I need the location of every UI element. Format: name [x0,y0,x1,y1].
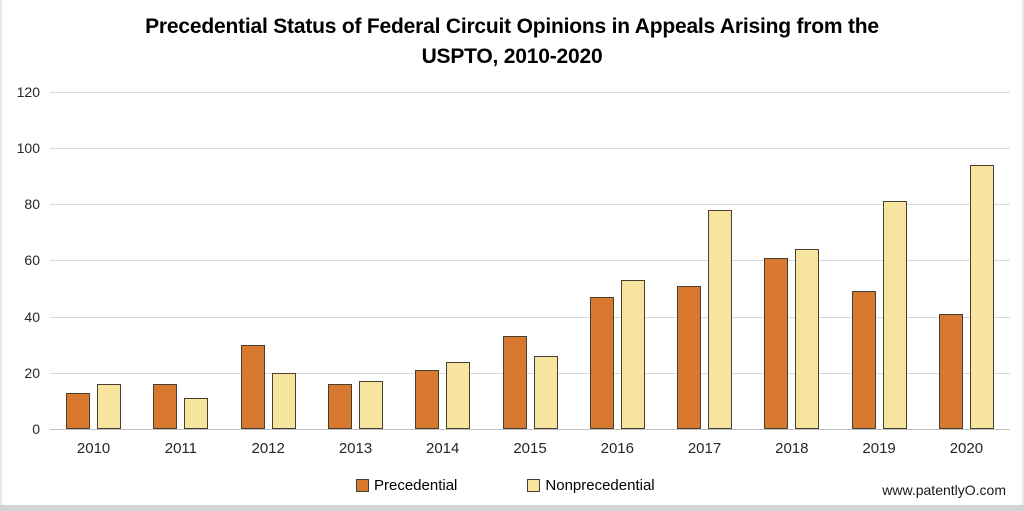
bar-nonprecedential-2014 [446,361,471,429]
bar-precedential-2012 [240,344,265,429]
bar-nonprecedential-2010 [97,384,122,429]
gridline [50,316,1010,318]
bar-nonprecedential-2017 [708,209,732,429]
legend: Precedential Nonprecedential [356,477,655,494]
bar-nonprecedential-2011 [184,398,209,429]
bar-nonprecedential-2019 [882,201,907,429]
x-axis-tick-label: 2011 [164,440,198,457]
legend-label-nonprecedential: Nonprecedential [545,477,655,494]
y-axis-tick-label: 120 [16,83,40,100]
gridline [50,147,1010,149]
chart-title-line1: Precedential Status of Federal Circuit O… [145,15,879,38]
x-axis-tick-label: 2013 [338,440,373,457]
legend-label-precedential: Precedential [374,477,458,494]
bar-nonprecedential-2020 [969,164,994,429]
x-axis-tick-label: 2010 [76,440,111,457]
y-axis-tick-label: 60 [24,252,40,269]
bar-precedential-2015 [502,336,527,429]
x-axis-tick-label: 2016 [600,440,634,457]
x-axis-tick-label: 2012 [251,440,285,457]
chart-title-line2: USPTO, 2010-2020 [421,45,603,68]
x-axis-line [50,429,1010,430]
bar-precedential-2018 [764,257,789,429]
y-axis-tick-label: 80 [24,196,40,213]
watermark: www.patentlyO.com [882,482,1006,498]
bar-precedential-2013 [328,384,352,429]
bar-nonprecedential-2016 [620,280,645,429]
bar-precedential-2020 [938,313,963,429]
gridline [50,260,1010,262]
nonprecedential-swatch-icon [527,479,541,492]
gridline [50,372,1010,374]
bar-precedential-2019 [851,291,876,429]
bar-precedential-2010 [66,392,91,429]
precedential-swatch-icon [356,479,369,492]
gridline [50,204,1010,206]
page-edge-bottom [0,505,1024,511]
x-axis-tick-label: 2018 [775,440,809,457]
page-edge-right [1022,0,1024,511]
y-axis-tick-label: 0 [32,421,40,437]
bar-precedential-2017 [677,285,701,429]
legend-item-precedential: Precedential [356,477,457,494]
y-axis-tick-label: 100 [16,139,40,156]
x-axis-tick-label: 2019 [862,440,896,457]
bar-precedential-2011 [153,384,178,429]
legend-item-nonprecedential: Nonprecedential [527,477,655,494]
chart-title: Precedential Status of Federal Circuit O… [0,12,1024,72]
x-axis-tick-label: 2017 [687,440,722,457]
bar-precedential-2014 [415,370,440,429]
bar-nonprecedential-2018 [795,249,820,429]
bar-precedential-2016 [589,296,614,429]
x-axis-tick-label: 2014 [426,440,460,457]
bar-nonprecedential-2013 [359,381,383,429]
gridline [50,91,1010,93]
x-axis-tick-label: 2020 [949,440,984,457]
y-axis-tick-label: 40 [24,308,40,325]
y-axis-tick-label: 20 [24,364,40,381]
x-axis-tick-label: 2015 [513,440,547,457]
bar-nonprecedential-2012 [271,372,296,429]
bar-nonprecedential-2015 [533,355,558,429]
page-edge-left [0,0,2,511]
